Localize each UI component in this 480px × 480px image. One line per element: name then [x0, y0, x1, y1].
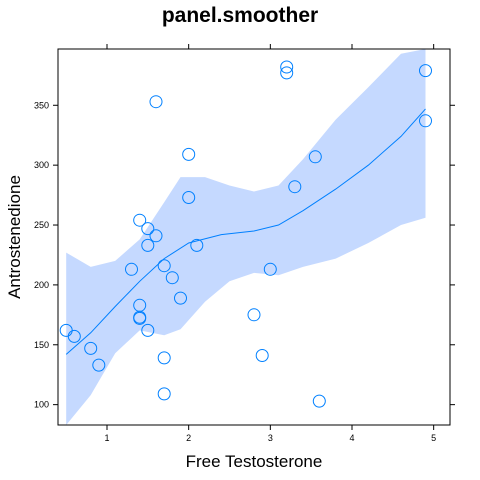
y-tick-label: 300 — [34, 160, 49, 170]
data-point — [165, 271, 179, 285]
data-point — [125, 262, 138, 276]
data-point — [190, 238, 204, 252]
y-tick-label: 200 — [34, 280, 49, 290]
data-point — [157, 351, 171, 365]
data-point — [174, 291, 187, 305]
x-axis-label: Free Testosterone — [185, 452, 323, 471]
x-tick-label: 1 — [104, 433, 109, 443]
data-point — [288, 180, 302, 194]
x-tick-label: 2 — [186, 433, 191, 443]
data-point — [84, 341, 98, 355]
data-point — [419, 114, 432, 128]
data-point — [92, 358, 106, 372]
y-tick-label: 150 — [34, 340, 49, 350]
y-tick-label: 350 — [34, 100, 49, 110]
y-tick-label: 250 — [34, 220, 49, 230]
data-point — [182, 147, 196, 161]
data-point — [280, 66, 294, 80]
plot-frame — [57, 48, 451, 426]
smooth-line — [65, 108, 426, 355]
data-point — [280, 60, 294, 74]
data-point — [247, 308, 261, 322]
x-tick-label: 4 — [349, 433, 354, 443]
data-point — [141, 222, 155, 236]
data-point — [182, 191, 196, 204]
data-point — [308, 150, 322, 164]
data-point — [141, 238, 155, 252]
confidence-band-layer — [66, 49, 426, 425]
data-point — [157, 387, 171, 401]
points-layer — [59, 60, 432, 408]
x-tick-label: 5 — [431, 433, 436, 443]
data-point — [419, 64, 432, 78]
axes-layer: 1 2 3 4 5 100 150 200 250 300 350 — [34, 44, 455, 443]
data-point — [149, 95, 163, 109]
chart-title: panel.smoother — [161, 4, 319, 27]
data-point — [157, 259, 171, 273]
data-point — [263, 262, 277, 276]
y-tick-label: 100 — [34, 400, 49, 410]
x-tick-label: 3 — [268, 433, 273, 443]
data-point — [133, 213, 147, 227]
data-point — [141, 323, 155, 337]
smooth-line-layer — [65, 108, 426, 355]
data-point — [312, 394, 326, 408]
data-point — [133, 311, 147, 325]
data-point — [67, 329, 81, 343]
confidence-band — [66, 49, 426, 425]
data-point — [255, 349, 269, 362]
data-point — [149, 229, 163, 243]
